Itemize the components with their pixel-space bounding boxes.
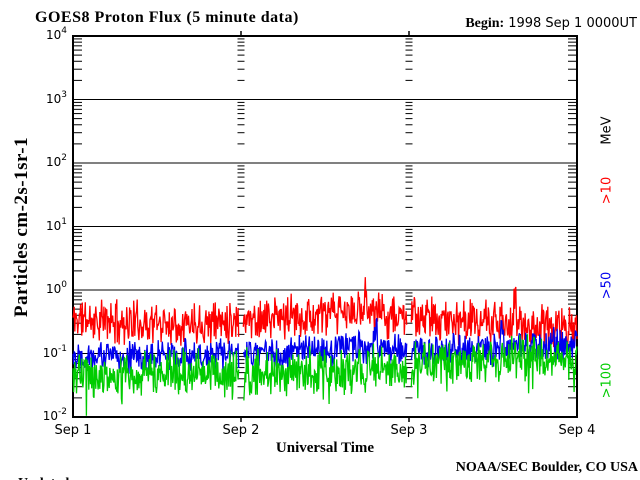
series-gt100 xyxy=(72,334,578,416)
begin-label: Begin: xyxy=(465,16,505,31)
credit-text: NOAA/SEC Boulder, CO USA xyxy=(455,460,638,475)
x-tick-label: Sep 4 xyxy=(558,423,596,438)
y-tick-label: 100 xyxy=(45,280,67,296)
y-tick-label: 104 xyxy=(45,26,67,42)
begin-time: Begin: 1998 Sep 1 0000UT xyxy=(465,14,637,32)
y-tick-label: 10-2 xyxy=(42,407,67,423)
y-tick-label: 101 xyxy=(45,216,67,233)
updated-timestamp: Updated 1998 Sep 3 23:51:06 xyxy=(4,460,170,480)
y-tick-label: 10-1 xyxy=(42,343,67,360)
updated-label: Updated xyxy=(18,476,69,480)
legend-label-gt100: >100 xyxy=(599,362,615,399)
x-tick-label: Sep 2 xyxy=(222,423,260,438)
y-tick-label: 103 xyxy=(45,89,67,106)
page-title: GOES8 Proton Flux (5 minute data) xyxy=(35,9,299,26)
x-tick-label: Sep 3 xyxy=(390,423,428,438)
series-gt10 xyxy=(72,277,578,350)
begin-value: 1998 Sep 1 0000UT xyxy=(508,16,637,31)
y-tick-label: 102 xyxy=(45,153,67,169)
x-axis-label: Universal Time xyxy=(275,440,375,456)
x-tick-label: Sep 1 xyxy=(54,423,92,438)
